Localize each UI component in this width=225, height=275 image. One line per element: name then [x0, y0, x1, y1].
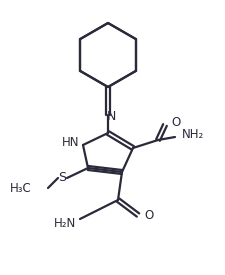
- Text: HN: HN: [61, 136, 79, 150]
- Text: O: O: [143, 210, 153, 222]
- Text: H₃C: H₃C: [10, 183, 32, 196]
- Text: N: N: [106, 109, 115, 122]
- Text: O: O: [170, 117, 180, 130]
- Text: NH₂: NH₂: [181, 128, 203, 142]
- Text: S: S: [58, 172, 66, 185]
- Text: H₂N: H₂N: [54, 218, 76, 230]
